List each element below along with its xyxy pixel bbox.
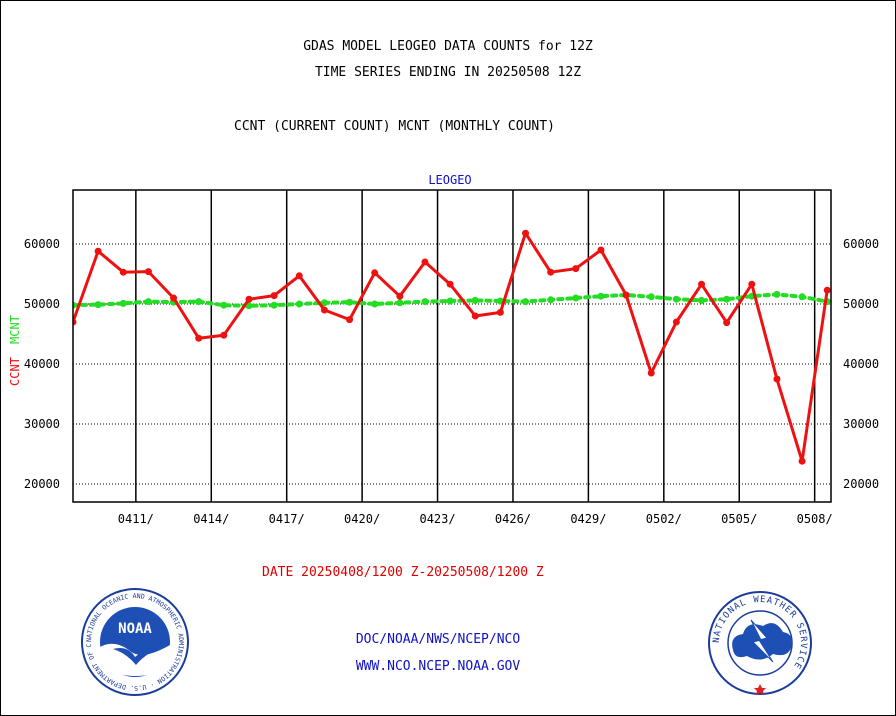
ccnt-point [270, 292, 278, 300]
panel-title: LEOGEO [428, 173, 471, 187]
mcnt-point [773, 290, 781, 298]
mcnt-point [144, 298, 152, 306]
x-tick-label: 0414/ [193, 512, 229, 526]
nws-logo: NATIONAL WEATHER SERVICE [708, 591, 812, 695]
mcnt-point [371, 300, 379, 308]
ccnt-point [245, 295, 253, 303]
y-tick-label-right: 40000 [843, 357, 879, 371]
mcnt-point [723, 295, 731, 303]
website-link[interactable]: WWW.NCO.NCEP.NOAA.GOV [355, 659, 521, 674]
mcnt-point [647, 293, 655, 301]
plot-area-border [72, 189, 832, 503]
mcnt-point [471, 296, 479, 304]
chart-title-line-3: CCNT (CURRENT COUNT) MCNT (MONTHLY COUNT… [234, 119, 555, 134]
ccnt-point [295, 272, 303, 280]
y-tick-label-right: 60000 [843, 237, 879, 251]
ccnt-point [170, 294, 178, 302]
x-tick-label: 0420/ [344, 512, 380, 526]
ccnt-point [396, 292, 404, 300]
y-tick-label-right: 30000 [843, 417, 879, 431]
mcnt-point [572, 294, 580, 302]
ccnt-point [346, 316, 354, 324]
ccnt-point [547, 268, 555, 276]
y-tick-label-left: 30000 [24, 417, 60, 431]
mcnt-point [73, 301, 77, 309]
ccnt-point [446, 280, 454, 288]
mcnt-point [270, 301, 278, 309]
chart-title-line-1: GDAS MODEL LEOGEO DATA COUNTS for 12Z [303, 39, 593, 54]
ccnt-point [94, 247, 102, 255]
y-tick-label-right: 20000 [843, 477, 879, 491]
x-tick-label: 0417/ [269, 512, 305, 526]
chart-title-line-2: TIME SERIES ENDING IN 20250508 12Z [314, 65, 582, 80]
ccnt-point [597, 246, 605, 254]
ccnt-point [73, 318, 77, 326]
series-line-ccnt [73, 231, 829, 463]
date-range-label: DATE 20250408/1200 Z-20250508/1200 Z [262, 565, 544, 580]
mcnt-point [295, 300, 303, 308]
line-chart: LEOGEO CCNT MCNT 20000 20000 30000 30000 400… [8, 173, 879, 526]
y-tick-label-left: 20000 [24, 477, 60, 491]
y-tick-label-left: 50000 [24, 297, 60, 311]
org-path-link[interactable]: DOC/NOAA/NWS/NCEP/NCO [355, 632, 521, 647]
mcnt-point [547, 296, 555, 304]
x-tick-label: 0429/ [570, 512, 606, 526]
ccnt-point [748, 280, 756, 288]
noaa-logo: NATIONAL OCEANIC AND ATMOSPHERIC ADMINIS… [80, 587, 189, 696]
ccnt-point [144, 268, 152, 276]
mcnt-point [421, 298, 429, 306]
y-tick-label-right: 50000 [843, 297, 879, 311]
x-tick-label: 0426/ [495, 512, 531, 526]
x-tick-label: 0411/ [118, 512, 154, 526]
noaa-wordmark: NOAA [118, 621, 152, 637]
mcnt-point [672, 295, 680, 303]
ccnt-point [320, 306, 328, 314]
tick-label-layer: 20000 20000 30000 30000 40000 40000 50000 50000… [24, 237, 879, 526]
mcnt-point [522, 298, 530, 306]
ccnt-point [698, 280, 706, 288]
ccnt-point [371, 269, 379, 277]
mcnt-point [195, 298, 203, 306]
mcnt-point [320, 299, 328, 307]
ccnt-point [421, 258, 429, 266]
mcnt-point [798, 293, 806, 301]
mcnt-point [346, 298, 354, 306]
series-layer [73, 229, 831, 465]
ccnt-point [195, 334, 203, 342]
mcnt-point [396, 299, 404, 307]
mcnt-point [94, 301, 102, 309]
ccnt-point [647, 369, 655, 377]
ccnt-point [471, 312, 479, 320]
ccnt-point [572, 265, 580, 273]
ccnt-point [773, 375, 781, 383]
x-tick-label: 0505/ [721, 512, 757, 526]
mcnt-point [220, 301, 228, 309]
ccnt-point [522, 229, 530, 237]
ccnt-point [220, 331, 228, 339]
ccnt-point [622, 291, 630, 299]
x-tick-label: 0502/ [646, 512, 682, 526]
ccnt-point [723, 319, 731, 327]
y-tick-label-left: 40000 [24, 357, 60, 371]
ccnt-point [496, 308, 504, 316]
y-axis-label-ccnt: CCNT [8, 357, 22, 386]
mcnt-point [119, 299, 127, 307]
x-tick-label: 0508/ [797, 512, 833, 526]
mcnt-point [446, 297, 454, 305]
y-tick-label-left: 60000 [24, 237, 60, 251]
mcnt-point [698, 296, 706, 304]
ccnt-point [672, 318, 680, 326]
grid-layer [73, 190, 831, 502]
x-tick-label: 0423/ [419, 512, 455, 526]
ccnt-point [823, 286, 831, 294]
ccnt-point [798, 457, 806, 465]
mcnt-point [597, 292, 605, 300]
y-axis-label-mcnt: MCNT [8, 315, 22, 344]
ccnt-point [119, 268, 127, 276]
